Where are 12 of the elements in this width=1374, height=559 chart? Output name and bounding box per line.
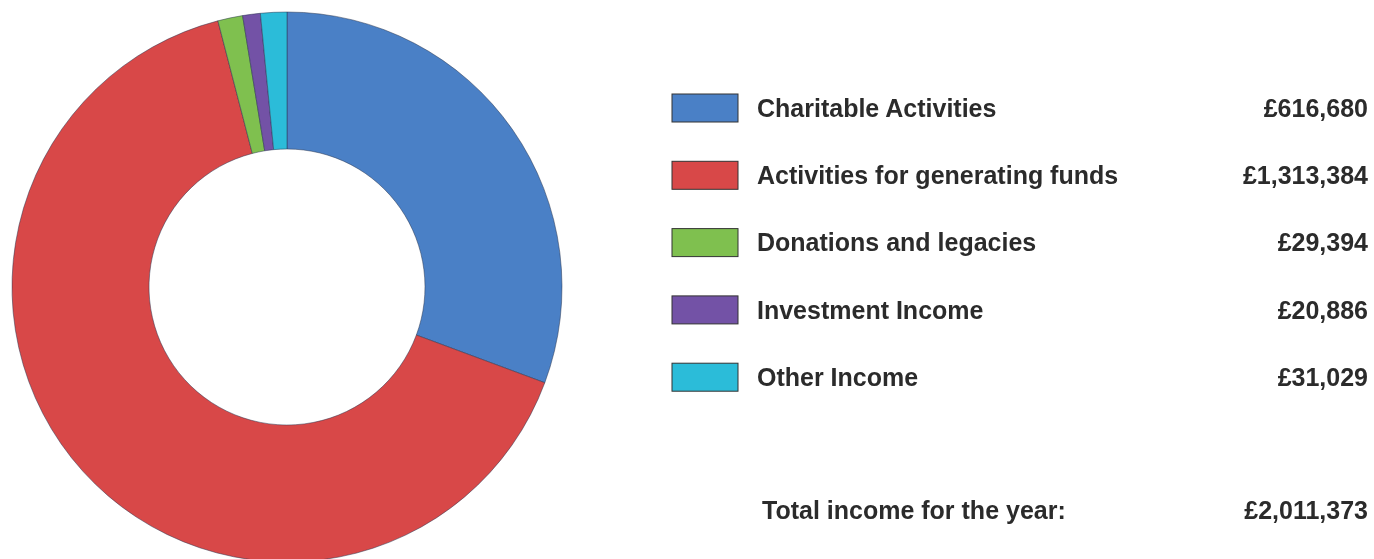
legend-label: Charitable Activities [757,93,997,122]
data-label: £29,394 [1277,228,1369,257]
legend-label: Investment Income [757,295,984,324]
data-label: £1,313,384 [1242,161,1369,190]
legend-label: Other Income [757,362,919,391]
text: £2,011,373 [1244,495,1368,524]
text: Total income for the year: [762,495,1066,524]
legend-label: Donations and legacies [757,228,1037,257]
legend-label: Activities for generating funds [757,161,1119,190]
data-label: £20,886 [1277,295,1368,324]
data-label: £31,029 [1277,362,1368,391]
data-label: £616,680 [1263,93,1368,122]
